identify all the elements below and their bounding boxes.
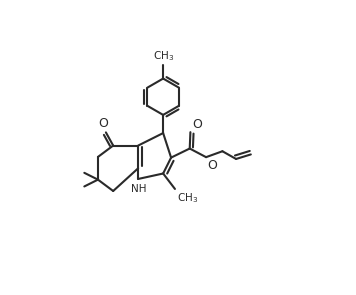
Text: O: O [193,118,203,131]
Text: CH$_3$: CH$_3$ [177,191,198,205]
Text: O: O [207,158,217,171]
Text: O: O [98,117,108,130]
Text: CH$_3$: CH$_3$ [152,50,174,63]
Text: NH: NH [131,184,146,194]
